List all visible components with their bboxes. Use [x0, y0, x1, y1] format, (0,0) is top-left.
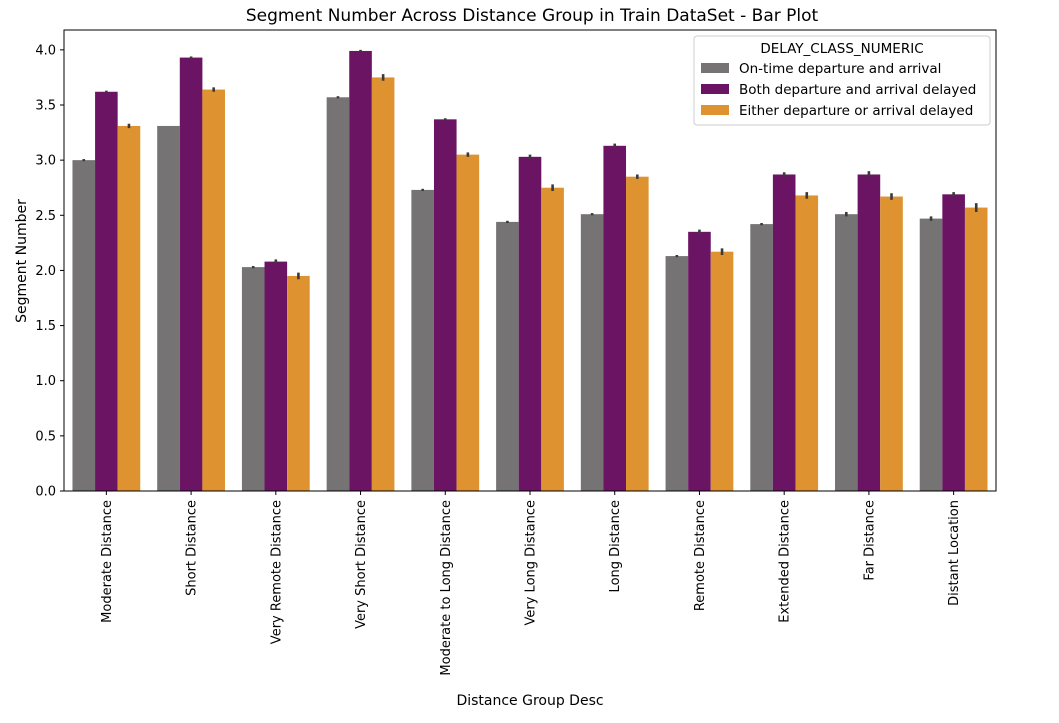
bar-2-9: [880, 196, 903, 491]
x-tick-label-7: Remote Distance: [693, 500, 708, 611]
bar-2-3: [371, 77, 395, 491]
y-tick-label-6: 3.0: [35, 154, 56, 169]
bar-1-4: [433, 119, 457, 492]
legend-label-1: Both departure and arrival delayed: [739, 82, 976, 98]
bar-0-1: [157, 125, 180, 491]
legend-label-0: On-time departure and arrival: [739, 61, 941, 77]
bar-0-6: [580, 214, 604, 491]
x-tick-label-6: Long Distance: [608, 500, 623, 592]
bar-0-4: [411, 189, 434, 492]
x-tick-label-9: Far Distance: [862, 500, 877, 581]
bar-2-2: [287, 275, 310, 491]
y-axis: 0.0 0.5 1.0 1.5 2.0 2.5 3.0 3.5 4.0: [35, 43, 64, 500]
legend: DELAY_CLASS_NUMERIC On-time departure an…: [693, 35, 991, 126]
legend-label-2: Either departure or arrival delayed: [739, 103, 973, 119]
bar-0-5: [496, 221, 519, 491]
bar-0-10: [919, 218, 943, 491]
bar-2-8: [795, 195, 819, 492]
bar-2-1: [202, 89, 225, 491]
legend-box: [693, 35, 991, 126]
chart-title: Segment Number Across Distance Group in …: [246, 6, 819, 26]
error-bars-group: [82, 49, 978, 280]
y-tick-label-0: 0.0: [35, 485, 56, 500]
bar-0-3: [326, 97, 350, 491]
bar-1-1: [179, 57, 203, 491]
bar-1-6: [603, 145, 627, 491]
legend-items: On-time departure and arrival Both depart…: [701, 61, 976, 119]
bar-0-2: [241, 267, 265, 491]
bar-1-8: [772, 174, 796, 491]
y-tick-label-5: 2.5: [35, 209, 56, 224]
x-axis-title: Distance Group Desc: [456, 693, 603, 709]
bar-2-7: [710, 251, 734, 491]
bar-1-5: [518, 156, 542, 491]
x-tick-label-8: Extended Distance: [778, 500, 793, 623]
bar-2-10: [964, 207, 988, 491]
legend-title: DELAY_CLASS_NUMERIC: [760, 41, 923, 57]
bar-1-9: [857, 174, 881, 491]
bar-0-9: [835, 214, 858, 491]
y-axis-title: Segment Number: [14, 199, 30, 323]
y-tick-label-7: 3.5: [35, 98, 56, 113]
y-tick-label-2: 1.0: [35, 374, 56, 389]
bar-1-7: [688, 231, 711, 491]
bar-2-6: [626, 176, 649, 491]
bar-2-5: [541, 187, 564, 492]
bar-0-0: [72, 160, 96, 491]
x-tick-label-2: Very Remote Distance: [269, 500, 284, 644]
x-tick-label-1: Short Distance: [185, 500, 200, 596]
bars-group: [72, 50, 988, 492]
x-axis: Moderate Distance Short Distance Very Remo…: [100, 491, 962, 676]
x-tick-label-5: Very Long Distance: [524, 500, 539, 626]
bar-0-7: [665, 256, 689, 491]
legend-swatch-2: [701, 105, 729, 115]
bar-1-3: [349, 50, 372, 492]
bar-2-0: [117, 125, 141, 491]
x-tick-label-10: Distant Location: [947, 500, 962, 606]
y-tick-label-8: 4.0: [35, 43, 56, 58]
bar-2-4: [456, 154, 480, 492]
legend-swatch-0: [701, 63, 729, 73]
bar-1-10: [942, 194, 965, 491]
legend-swatch-1: [701, 84, 729, 94]
x-tick-label-3: Very Short Distance: [354, 500, 369, 629]
y-tick-label-4: 2.0: [35, 264, 56, 279]
y-tick-label-3: 1.5: [35, 319, 56, 334]
y-tick-label-1: 0.5: [35, 429, 56, 444]
bar-1-2: [264, 261, 288, 491]
x-tick-label-0: Moderate Distance: [100, 500, 115, 623]
x-tick-label-4: Moderate to Long Distance: [439, 500, 454, 676]
bar-0-8: [750, 224, 773, 491]
bar-1-0: [95, 91, 118, 491]
